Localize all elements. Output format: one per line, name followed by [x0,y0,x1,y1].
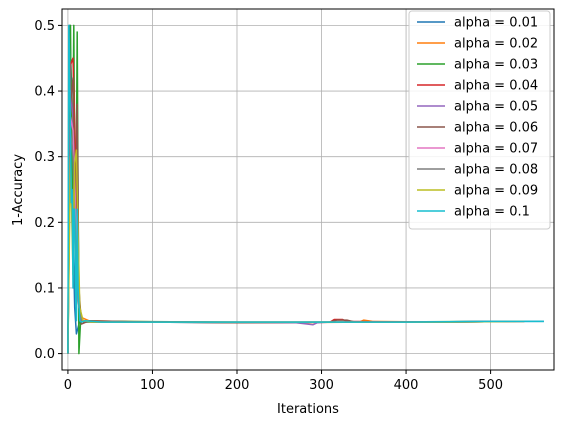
x-tick-label: 400 [394,378,419,393]
legend-label: alpha = 0.05 [454,100,538,115]
series-layer [67,24,544,355]
legend-label: alpha = 0.02 [454,37,538,52]
y-tick-label: 0.0 [34,347,55,362]
y-tick-label: 0.5 [34,19,55,34]
x-tick-label: 500 [478,378,503,393]
legend-label: alpha = 0.03 [454,58,538,73]
x-tick-label: 100 [140,378,165,393]
series-line-10 [67,24,544,354]
x-tick-label: 0 [64,378,72,393]
y-tick-label: 0.2 [34,216,55,231]
plot-frame [61,8,555,371]
legend-label: alpha = 0.07 [454,142,538,157]
legend: alpha = 0.01 alpha = 0.02 alpha = 0.03 alph… [408,10,551,230]
y-axis-label: 1-Accuracy [11,154,26,226]
x-axis-label: Iterations [277,402,339,417]
legend-label: alpha = 0.01 [454,16,538,31]
y-axis: 0.0 0.1 0.2 0.3 0.4 0.5 [34,19,62,362]
legend-label: alpha = 0.04 [454,79,538,94]
legend-label: alpha = 0.09 [454,184,538,199]
y-tick-label: 0.1 [34,281,55,296]
x-tick-label: 300 [309,378,334,393]
x-tick-label: 200 [225,378,250,393]
legend-label: alpha = 0.1 [454,205,530,220]
legend-box [408,10,551,230]
legend-label: alpha = 0.06 [454,121,538,136]
y-tick-label: 0.4 [34,85,55,100]
x-axis: 0 100 200 300 400 500 [64,370,503,393]
y-tick-label: 0.3 [34,150,55,165]
legend-label: alpha = 0.08 [454,163,538,178]
